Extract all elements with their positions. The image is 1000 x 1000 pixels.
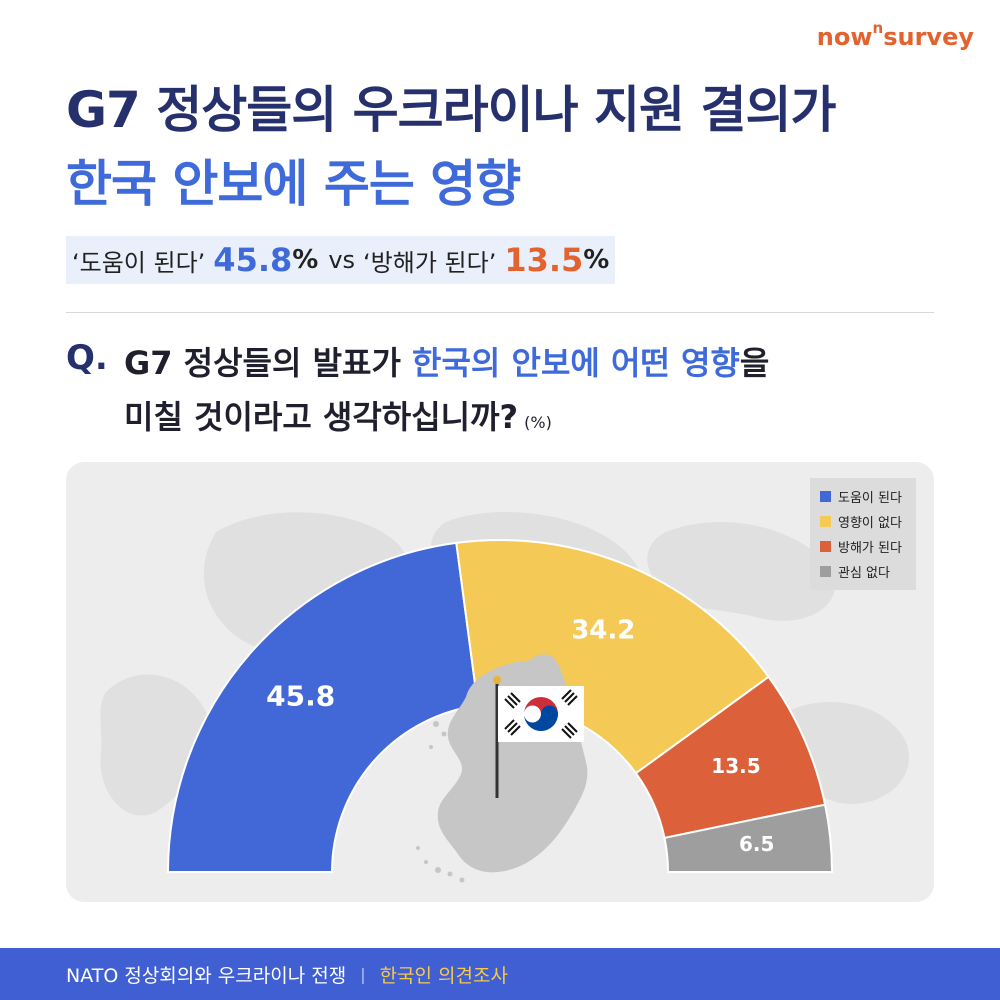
legend-swatch <box>820 566 831 577</box>
legend-label: 방해가 된다 <box>838 541 902 556</box>
summary-left-label: ‘도움이 된다’ <box>72 248 206 277</box>
divider <box>66 312 934 313</box>
question-highlight: 한국의 안보에 어떤 영향 <box>412 344 740 382</box>
summary-right-percent: % <box>583 245 610 275</box>
summary-left-value: 45.8 <box>213 241 293 279</box>
half-donut-chart: 45.8 34.2 13.5 6.5 <box>100 512 909 883</box>
legend-label: 관심 없다 <box>838 566 890 581</box>
data-label-1: 45.8 <box>266 679 335 712</box>
footer-series-title: NATO 정상회의와 우크라이나 전쟁 <box>66 964 347 987</box>
summary-right-label: ‘방해가 된다’ <box>363 248 497 277</box>
data-label-3: 13.5 <box>711 754 760 778</box>
legend-item-4: 관심 없다 <box>820 559 906 584</box>
summary-vs: vs <box>328 246 356 274</box>
question-text-line2: 미칠 것이라고 생각하십니까? (%) <box>124 398 552 436</box>
chart-segment-4 <box>663 803 834 873</box>
footer-separator: | <box>360 964 366 984</box>
question-text-line1: G7 정상들의 발표가 한국의 안보에 어떤 영향을 <box>124 344 770 382</box>
nownsurvey-logo: nownsurvey <box>816 19 974 51</box>
legend-item-1: 도움이 된다 <box>820 484 906 509</box>
legend-label: 도움이 된다 <box>838 491 902 506</box>
legend-swatch <box>820 491 831 502</box>
page-title-line2: 한국 안보에 주는 영향 <box>66 155 521 213</box>
chart-panel: 45.8 34.2 13.5 6.5 <box>66 462 934 902</box>
summary-banner: ‘도움이 된다’ 45.8% vs ‘방해가 된다’ 13.5% <box>66 236 616 284</box>
data-label-2: 34.2 <box>571 616 635 646</box>
legend-item-2: 영향이 없다 <box>820 509 906 534</box>
question-unit: (%) <box>524 413 552 432</box>
flag-of-korea-icon <box>493 676 584 798</box>
summary-left-percent: % <box>292 245 319 275</box>
legend-swatch <box>820 541 831 552</box>
legend-swatch <box>820 516 831 527</box>
chart-segment-1 <box>166 541 480 873</box>
footer-survey-title: 한국인 의견조사 <box>379 964 508 987</box>
summary-right-value: 13.5 <box>504 241 584 279</box>
legend-label: 영향이 없다 <box>838 516 902 531</box>
legend-item-3: 방해가 된다 <box>820 534 906 559</box>
data-label-4: 6.5 <box>739 832 774 856</box>
question-mark: Q. <box>66 338 108 378</box>
page-title: G7 정상들의 우크라이나 지원 결의가 <box>66 81 836 139</box>
footer-bar: NATO 정상회의와 우크라이나 전쟁 | 한국인 의견조사 <box>0 948 1000 1000</box>
